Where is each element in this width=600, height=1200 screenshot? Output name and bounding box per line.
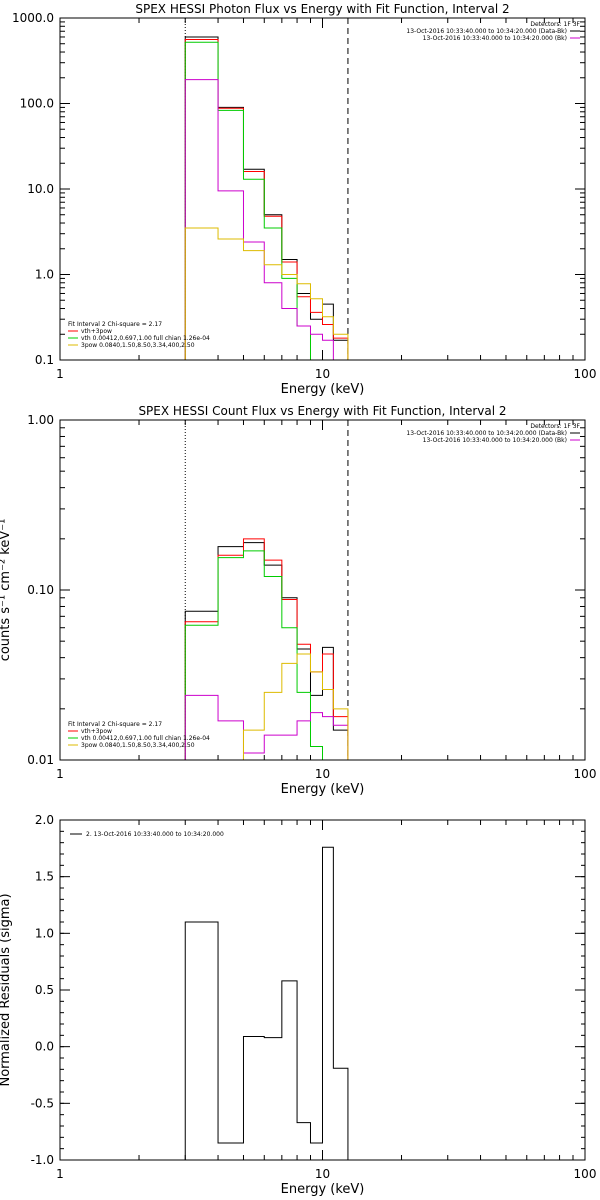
legend-entry-label: vth+3pow	[81, 728, 112, 735]
legend-entry-label: 13-Oct-2016 10:33:40.000 to 10:34:20.000…	[406, 28, 567, 35]
y-tick-label: 0.1	[35, 353, 54, 367]
legend-entry-label: 13-Oct-2016 10:33:40.000 to 10:34:20.000…	[423, 437, 567, 444]
series-group	[184, 36, 361, 360]
x-tick-label: 1	[56, 1167, 64, 1181]
series-line-3	[184, 41, 348, 360]
y-tick-label: 0.01	[27, 753, 54, 767]
series-line-5	[185, 653, 361, 760]
series-line-1	[184, 36, 349, 360]
y-tick-label: 1.0	[35, 926, 54, 940]
chart-panel-2: SPEX HESSI Count Flux vs Energy with Fit…	[0, 404, 596, 797]
plot-frame	[59, 819, 586, 1161]
x-axis-label: Energy (keV)	[281, 1182, 365, 1197]
legend-entry-label: vth 0.00412,0.697,1.00 full chian 1.26e-…	[81, 335, 210, 342]
x-tick-label: 100	[574, 367, 597, 381]
legend-header: Detectors: 1F 3F	[530, 423, 580, 430]
y-tick-label: 1.5	[35, 870, 54, 884]
x-axis-label: Energy (keV)	[281, 382, 365, 397]
x-tick-label: 10	[315, 767, 330, 781]
y-tick-label: 0.5	[35, 983, 54, 997]
series-line-4	[184, 694, 349, 760]
legend-header: Detectors: 1F 3F	[530, 21, 580, 28]
series-group	[184, 846, 349, 1160]
series-line-5	[184, 227, 361, 360]
y-tick-label: 1000.0	[12, 11, 54, 25]
legend-entry-label: 3pow 0.0840,1.50,8.50,3.34,400,2.50	[81, 742, 195, 749]
x-tick-label: 10	[315, 1167, 330, 1181]
series-line-2	[184, 538, 349, 760]
y-tick-label: 10.0	[27, 182, 54, 196]
y-tick-label: 100.0	[20, 97, 54, 111]
x-tick-label: 1	[56, 767, 64, 781]
legend-header: Fit Interval 2 Chi-square = 2.17	[68, 721, 162, 728]
series-line-3	[184, 550, 348, 760]
plot-frame	[59, 17, 586, 361]
legend-entry-label: vth+3pow	[81, 328, 112, 335]
y-tick-label: 2.0	[35, 813, 54, 827]
legend-entry-label: 13-Oct-2016 10:33:40.000 to 10:34:20.000…	[406, 430, 567, 437]
legend-header: Fit Interval 2 Chi-square = 2.17	[68, 321, 162, 328]
series-line-2	[184, 39, 349, 360]
y-tick-label: 1.0	[35, 268, 54, 282]
y-tick-label: -1.0	[31, 1153, 54, 1167]
chart-title: SPEX HESSI Count Flux vs Energy with Fit…	[138, 404, 506, 418]
legend-entry-label: 13-Oct-2016 10:33:40.000 to 10:34:20.000…	[423, 35, 567, 42]
chart-panel-3: 1 10 100 2.0 1.5 1.0 0.5 0.0 -0.5 -1.0 Energy (keV…	[0, 813, 596, 1197]
series-line-1	[184, 542, 349, 760]
x-tick-label: 100	[574, 767, 597, 781]
series-group	[184, 538, 361, 760]
y-tick-label: 0.0	[35, 1040, 54, 1054]
series-line-4	[184, 79, 334, 360]
y-tick-label: 0.10	[27, 583, 54, 597]
chart-title: SPEX HESSI Photon Flux vs Energy with Fi…	[135, 2, 509, 16]
y-tick-label: 1.00	[27, 413, 54, 427]
chart-panel-1: SPEX HESSI Photon Flux vs Energy with Fi…	[12, 2, 596, 397]
y-axis-label: Normalized Residuals (sigma)	[0, 893, 13, 1086]
x-tick-label: 10	[315, 367, 330, 381]
plot-frame	[59, 419, 586, 761]
x-tick-label: 1	[56, 367, 64, 381]
x-tick-label: 100	[574, 1167, 597, 1181]
series-line-1	[184, 846, 349, 1160]
x-axis-label: Energy (keV)	[281, 782, 365, 797]
legend-entry-label: vth 0.00412,0.697,1.00 full chian 1.26e-…	[81, 735, 210, 742]
y-tick-label: -0.5	[31, 1096, 54, 1110]
legend-entry-label: 3pow 0.0840,1.50,8.50,3.34,400,2.50	[81, 342, 195, 349]
legend-entry-label: 2. 13-Oct-2016 10:33:40.000 to 10:34:20.…	[86, 831, 224, 838]
y-axis-label: counts s⁻¹ cm⁻² keV⁻¹	[0, 519, 13, 662]
